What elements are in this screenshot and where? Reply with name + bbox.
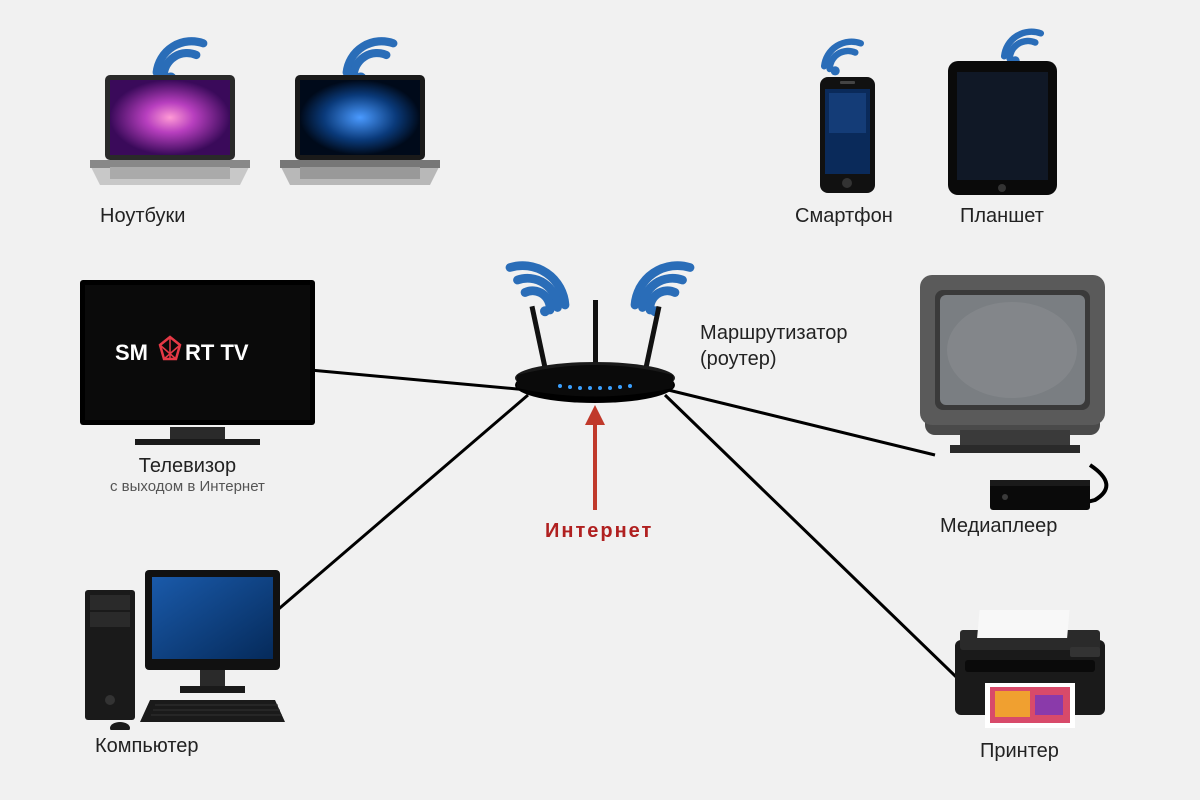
mediaplayer-label: Медиаплеер [940, 515, 1057, 538]
smartphone-label: Смартфон [795, 205, 893, 228]
printer-label: Принтер [980, 740, 1059, 763]
svg-text:SM: SM [115, 340, 148, 365]
computer-icon [80, 560, 290, 730]
router-label: Маршрутизатор (роутер) [700, 320, 847, 372]
laptop-icon [85, 70, 255, 195]
laptops-label: Ноутбуки [100, 205, 185, 228]
internet-label: Интернет [545, 520, 653, 543]
laptop-icon [275, 70, 445, 195]
mediaplayer-icon [910, 265, 1120, 515]
router-icon [505, 300, 685, 405]
printer-icon [945, 605, 1115, 735]
smarttv-label: Телевизор с выходом в Интернет [110, 455, 265, 495]
svg-text:RT TV: RT TV [185, 340, 249, 365]
computer-label: Компьютер [95, 735, 199, 758]
wifi-icon [815, 25, 870, 80]
smartphone-icon [815, 75, 880, 195]
smarttv-icon: SM RT TV [75, 275, 320, 450]
tablet-icon [945, 58, 1060, 198]
tablet-label: Планшет [960, 205, 1044, 228]
